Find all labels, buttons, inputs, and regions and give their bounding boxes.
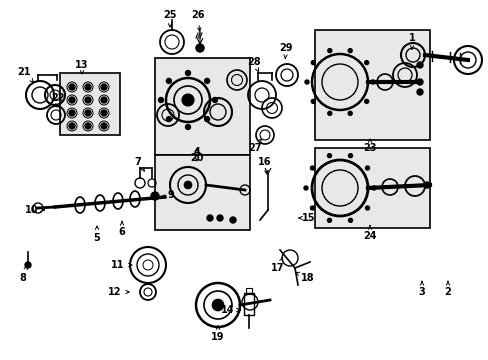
Circle shape xyxy=(166,117,171,122)
Bar xyxy=(155,58,249,155)
Circle shape xyxy=(310,166,314,170)
Circle shape xyxy=(365,206,369,210)
Circle shape xyxy=(327,49,331,53)
Text: 5: 5 xyxy=(93,226,100,243)
Circle shape xyxy=(212,299,224,311)
Circle shape xyxy=(204,78,209,84)
Circle shape xyxy=(416,79,422,85)
Text: 8: 8 xyxy=(20,266,27,283)
Circle shape xyxy=(101,110,107,116)
Circle shape xyxy=(204,117,209,122)
Circle shape xyxy=(327,154,331,158)
Circle shape xyxy=(85,84,91,90)
Circle shape xyxy=(423,182,429,188)
Circle shape xyxy=(229,217,236,223)
Circle shape xyxy=(69,123,75,129)
Text: 26: 26 xyxy=(191,10,204,31)
Circle shape xyxy=(347,49,351,53)
Text: 1: 1 xyxy=(408,33,414,49)
Circle shape xyxy=(416,62,422,68)
Circle shape xyxy=(101,84,107,90)
Circle shape xyxy=(85,110,91,116)
Text: 22: 22 xyxy=(51,93,64,107)
Circle shape xyxy=(305,80,308,84)
Circle shape xyxy=(304,186,307,190)
Text: 4: 4 xyxy=(193,147,200,161)
Circle shape xyxy=(212,98,217,103)
Text: 2: 2 xyxy=(444,282,450,297)
Text: 7: 7 xyxy=(134,157,144,171)
Circle shape xyxy=(69,110,75,116)
Text: 23: 23 xyxy=(363,139,376,153)
Text: 10: 10 xyxy=(25,205,44,215)
Bar xyxy=(244,293,253,315)
Text: 11: 11 xyxy=(111,260,132,270)
Circle shape xyxy=(348,218,352,222)
Circle shape xyxy=(327,218,331,222)
Bar xyxy=(314,30,429,140)
Bar xyxy=(314,148,429,228)
Bar xyxy=(155,155,249,230)
Circle shape xyxy=(364,99,368,103)
Circle shape xyxy=(364,60,368,64)
Circle shape xyxy=(69,97,75,103)
Circle shape xyxy=(85,123,91,129)
Text: 3: 3 xyxy=(418,282,425,297)
Text: 14: 14 xyxy=(221,305,240,315)
Circle shape xyxy=(327,111,331,116)
Text: 19: 19 xyxy=(211,326,224,342)
Circle shape xyxy=(311,60,315,64)
Circle shape xyxy=(185,71,190,76)
Circle shape xyxy=(185,125,190,130)
Text: 9: 9 xyxy=(162,190,174,200)
Text: 28: 28 xyxy=(246,57,260,72)
Circle shape xyxy=(310,206,314,210)
Circle shape xyxy=(85,97,91,103)
Circle shape xyxy=(182,94,194,106)
Circle shape xyxy=(206,215,213,221)
Circle shape xyxy=(348,154,352,158)
Circle shape xyxy=(370,80,374,84)
Circle shape xyxy=(365,166,369,170)
Circle shape xyxy=(347,111,351,116)
Text: 27: 27 xyxy=(248,139,261,153)
Circle shape xyxy=(217,215,223,221)
Circle shape xyxy=(69,84,75,90)
Text: 24: 24 xyxy=(363,225,376,241)
Circle shape xyxy=(158,98,163,103)
Circle shape xyxy=(183,181,192,189)
Circle shape xyxy=(311,99,315,103)
Text: 20: 20 xyxy=(190,149,203,163)
Text: 29: 29 xyxy=(279,43,292,59)
Circle shape xyxy=(101,97,107,103)
Text: 6: 6 xyxy=(119,221,125,237)
Bar xyxy=(245,288,251,294)
Text: 13: 13 xyxy=(75,60,88,74)
Text: 21: 21 xyxy=(17,67,33,82)
Circle shape xyxy=(101,123,107,129)
Bar xyxy=(60,73,120,135)
Text: 12: 12 xyxy=(108,287,129,297)
Circle shape xyxy=(416,89,422,95)
Circle shape xyxy=(166,78,171,84)
Text: 15: 15 xyxy=(298,213,315,223)
Text: 17: 17 xyxy=(271,257,284,273)
Circle shape xyxy=(196,44,203,52)
Text: 25: 25 xyxy=(163,10,176,27)
Text: 16: 16 xyxy=(258,157,271,174)
Text: 18: 18 xyxy=(295,272,314,283)
Circle shape xyxy=(371,186,375,190)
Circle shape xyxy=(25,262,31,268)
Circle shape xyxy=(151,192,159,200)
